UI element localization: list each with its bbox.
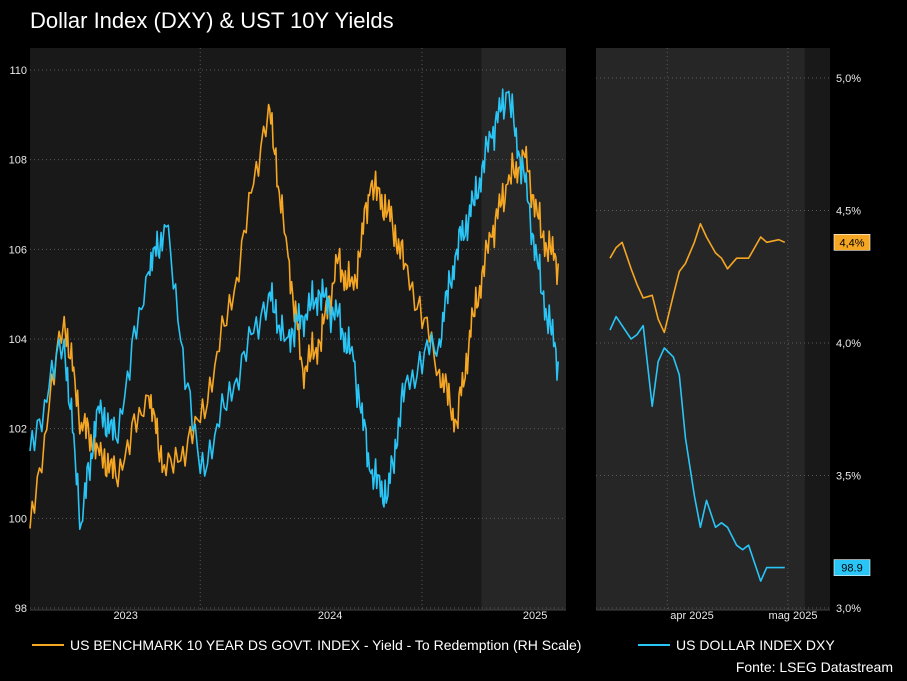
right-axis-tick-1: 3,5% (836, 471, 861, 483)
left-axis-tick-2: 102 (9, 424, 27, 436)
left-axis-tick-0: 98 (15, 603, 27, 615)
legend-label-dxy: US DOLLAR INDEX DXY (676, 637, 835, 653)
series-line-daily-0 (609, 222, 786, 334)
x-axis-tick-2: 2025 (523, 610, 547, 622)
last-value-box-1 (833, 559, 871, 576)
legend-swatch-dxy (638, 644, 670, 646)
last-value-box-0 (833, 234, 871, 251)
chart-title: Dollar Index (DXY) & UST 10Y Yields (30, 8, 394, 33)
left-axis-tick-6: 110 (9, 65, 27, 77)
legend-swatch-yield (32, 644, 64, 646)
last-value-label-0: 4,4% (839, 237, 864, 249)
legend-label-yield: US BENCHMARK 10 YEAR DS GOVT. INDEX - Yi… (70, 637, 582, 653)
series-line-daily-1 (609, 315, 785, 582)
legend-item-yield: US BENCHMARK 10 YEAR DS GOVT. INDEX - Yi… (32, 637, 581, 653)
left-axis-tick-1: 100 (9, 513, 27, 525)
x-axis-tick-right-0: apr 2025 (670, 610, 713, 622)
right-axis-tick-2: 4,0% (836, 338, 861, 350)
left-axis-tick-3: 104 (9, 334, 27, 346)
series-line-long-1 (29, 88, 559, 531)
right-axis-tick-0: 3,0% (836, 603, 861, 615)
x-axis-tick-0: 2023 (113, 610, 137, 622)
last-value-label-1: 98.9 (841, 563, 862, 575)
x-axis-tick-1: 2024 (318, 610, 342, 622)
x-axis-tick-right-1: mag 2025 (769, 610, 818, 622)
left-axis-tick-4: 106 (9, 244, 27, 256)
series-line-long-0 (29, 103, 559, 529)
right-axis-tick-4: 5,0% (836, 73, 861, 85)
highlight-band-daily (596, 48, 805, 610)
source-note: Fonte: LSEG Datastream (735, 659, 893, 675)
legend-item-dxy: US DOLLAR INDEX DXY (638, 637, 835, 653)
left-axis-tick-5: 108 (9, 155, 27, 167)
right-axis-tick-3: 4,5% (836, 206, 861, 218)
